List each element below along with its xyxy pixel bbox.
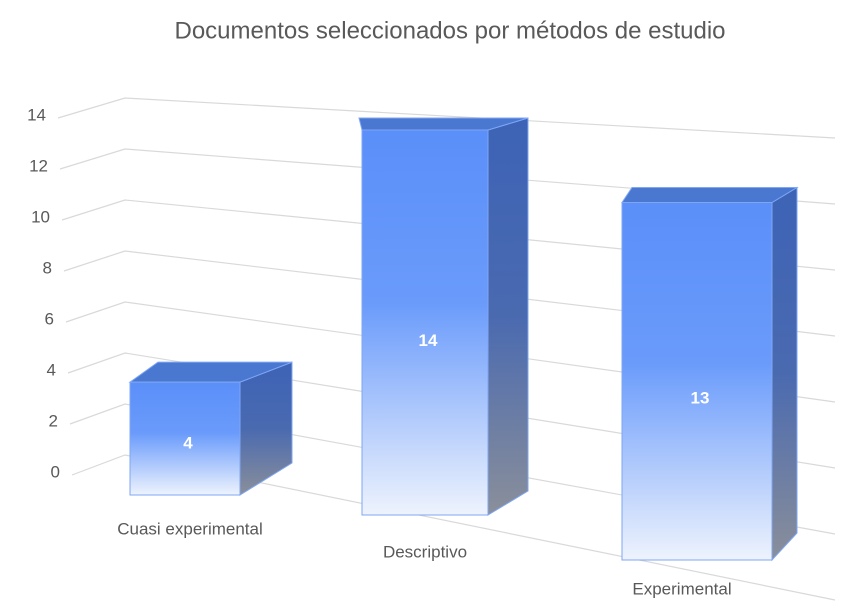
data-label: 13 — [691, 389, 710, 408]
chart-title: Documentos seleccionados por métodos de … — [175, 17, 726, 44]
data-label: 4 — [183, 434, 193, 453]
bar — [621, 186, 799, 562]
y-tick-label: 6 — [45, 309, 54, 328]
bar-side — [239, 361, 293, 496]
grid-line — [57, 97, 836, 139]
y-tick-label: 14 — [27, 105, 46, 124]
grid-line — [69, 403, 836, 535]
grid-line — [65, 301, 836, 403]
y-tick-label: 12 — [29, 156, 48, 175]
x-tick-label: Cuasi experimental — [117, 519, 263, 538]
bar — [358, 117, 529, 516]
data-label: 14 — [419, 331, 438, 350]
y-tick-label: 2 — [49, 411, 58, 430]
grid-line — [61, 199, 836, 271]
bar — [128, 361, 293, 496]
bar-side — [771, 186, 798, 562]
grid-line — [71, 454, 836, 601]
bar-front — [129, 381, 241, 496]
bar-front — [361, 129, 489, 516]
grid-line — [59, 148, 836, 205]
x-tick-label: Descriptivo — [383, 542, 467, 561]
bar-front — [621, 202, 773, 561]
grid-line — [67, 352, 836, 469]
x-tick-label: Experimental — [632, 579, 731, 598]
y-tick-label: 8 — [43, 258, 52, 277]
y-tick-label: 4 — [47, 360, 56, 379]
bar-side — [487, 117, 529, 516]
grid-line — [63, 250, 836, 337]
y-tick-label: 10 — [31, 207, 50, 226]
bar-top — [621, 187, 799, 203]
y-tick-label: 0 — [51, 462, 60, 481]
